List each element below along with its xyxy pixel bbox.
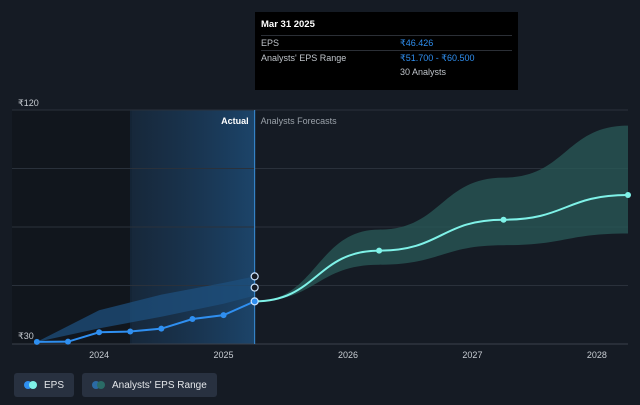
range-marker-point	[250, 272, 259, 281]
forecast-section-label: Analysts Forecasts	[261, 116, 338, 126]
eps-forecast-point	[625, 192, 631, 199]
current-eps-point	[250, 297, 259, 306]
eps-actual-point	[96, 329, 103, 336]
y-tick-label-top: ₹120	[18, 98, 39, 108]
x-tick-label: 2024	[89, 350, 109, 360]
tooltip-analysts-value: 30 Analysts	[400, 66, 447, 77]
range-marker-point	[250, 283, 259, 292]
chart-legend: EPS Analysts' EPS Range	[14, 373, 217, 397]
legend-item-eps[interactable]: EPS	[14, 373, 75, 397]
tooltip-eps-label: EPS	[261, 37, 280, 48]
eps-forecast-point	[376, 247, 383, 254]
x-tick-label: 2027	[462, 350, 482, 360]
tooltip-range-value: ₹51.700 - ₹60.500	[400, 52, 475, 63]
tooltip-row-range: Analysts' EPS Range ₹51.700 - ₹60.500	[261, 50, 512, 65]
eps-chart: ₹120 ₹30 2024 2025 2026 2027 2028 Actual Analyst…	[12, 98, 631, 360]
x-tick-label: 2026	[338, 350, 358, 360]
eps-legend-icon	[24, 381, 38, 389]
y-tick-label-bottom: ₹30	[18, 331, 34, 341]
tooltip-range-label: Analysts' EPS Range	[261, 52, 347, 63]
eps-actual-point	[189, 316, 196, 323]
legend-item-range[interactable]: Analysts' EPS Range	[82, 373, 217, 397]
tooltip-eps-value: ₹46.426	[400, 37, 434, 48]
eps-forecast-point	[500, 216, 507, 223]
tooltip-row-eps: EPS ₹46.426	[261, 35, 512, 50]
tooltip-row-analysts: 30 Analysts	[261, 65, 512, 79]
range-legend-icon	[92, 381, 106, 389]
eps-actual-line	[36, 300, 256, 343]
tooltip: Mar 31 2025 EPS ₹46.426 Analysts' EPS Ra…	[255, 12, 518, 90]
legend-eps-label: EPS	[44, 379, 65, 391]
actual-section-label: Actual	[221, 116, 249, 126]
eps-actual-point	[127, 328, 134, 335]
eps-actual-point	[65, 338, 71, 345]
x-tick-label: 2028	[587, 350, 607, 360]
eps-actual-point	[33, 338, 40, 345]
x-tick-label: 2025	[214, 350, 234, 360]
past-eps-range-band	[36, 276, 255, 342]
eps-actual-point	[158, 325, 165, 332]
forecast-eps-range-band	[254, 125, 628, 302]
eps-forecast-line	[254, 194, 629, 303]
legend-range-label: Analysts' EPS Range	[112, 379, 207, 391]
tooltip-date: Mar 31 2025	[261, 19, 315, 30]
eps-actual-point	[220, 312, 227, 319]
